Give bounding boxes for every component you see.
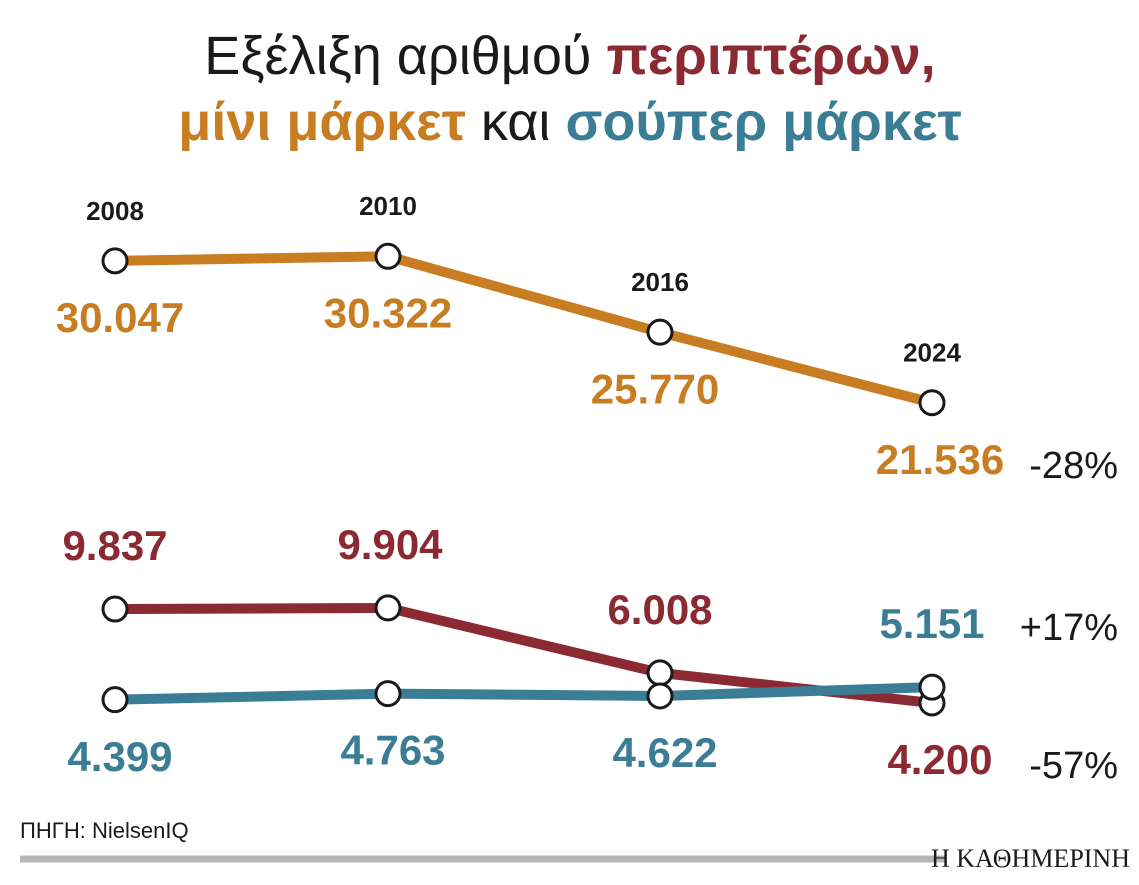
title-part: μίνι μάρκετ [178,92,466,152]
chart-title: Εξέλιξη αριθμού περιπτέρων, [204,26,935,86]
value-label: 9.837 [62,522,167,569]
point [646,318,674,346]
source: ΠΗΓΗ: NielsenIQ [20,818,189,843]
point [101,686,129,714]
title-part: και [481,92,551,152]
chart-title: μίνι μάρκετ και σούπερ μάρκετ [178,92,961,152]
points [101,242,946,717]
point [374,680,402,708]
value-label: 30.047 [56,294,184,341]
point [101,595,129,623]
title-part: περιπτέρων, [606,26,935,86]
point [918,673,946,701]
point [101,247,129,275]
point [918,389,946,417]
value-label: 4.763 [340,727,445,774]
change-label: -28% [1029,445,1118,487]
lines [114,251,934,708]
x-tick-label: 2010 [359,191,417,221]
value-label: 4.399 [67,733,172,780]
change-label: -57% [1029,745,1118,787]
value-label: 6.008 [607,586,712,633]
x-tick-label: 2008 [86,196,144,226]
title-part: σούπερ μάρκετ [565,92,961,152]
x-tick-label: 2024 [903,338,961,368]
value-label: 9.904 [337,521,443,568]
point [374,242,402,270]
value-label: 4.622 [612,729,717,776]
change-label: +17% [1020,607,1118,649]
title-part: Εξέλιξη αριθμού [204,26,591,86]
series-line [114,682,933,705]
point [646,659,674,687]
brand: Η ΚΑΘΗΜΕΡΙΝΗ [931,844,1130,873]
value-label: 21.536 [876,436,1004,483]
labels: 30.047 2008 30.322 2010 25.770 2016 21.536 2024… [56,191,1118,787]
series-line [114,251,934,408]
point [374,594,402,622]
value-label: 30.322 [324,289,452,336]
point [646,682,674,710]
value-label: 4.200 [887,736,992,783]
value-label: 5.151 [879,600,984,647]
x-tick-label: 2016 [631,267,689,297]
value-label: 25.770 [591,365,719,412]
